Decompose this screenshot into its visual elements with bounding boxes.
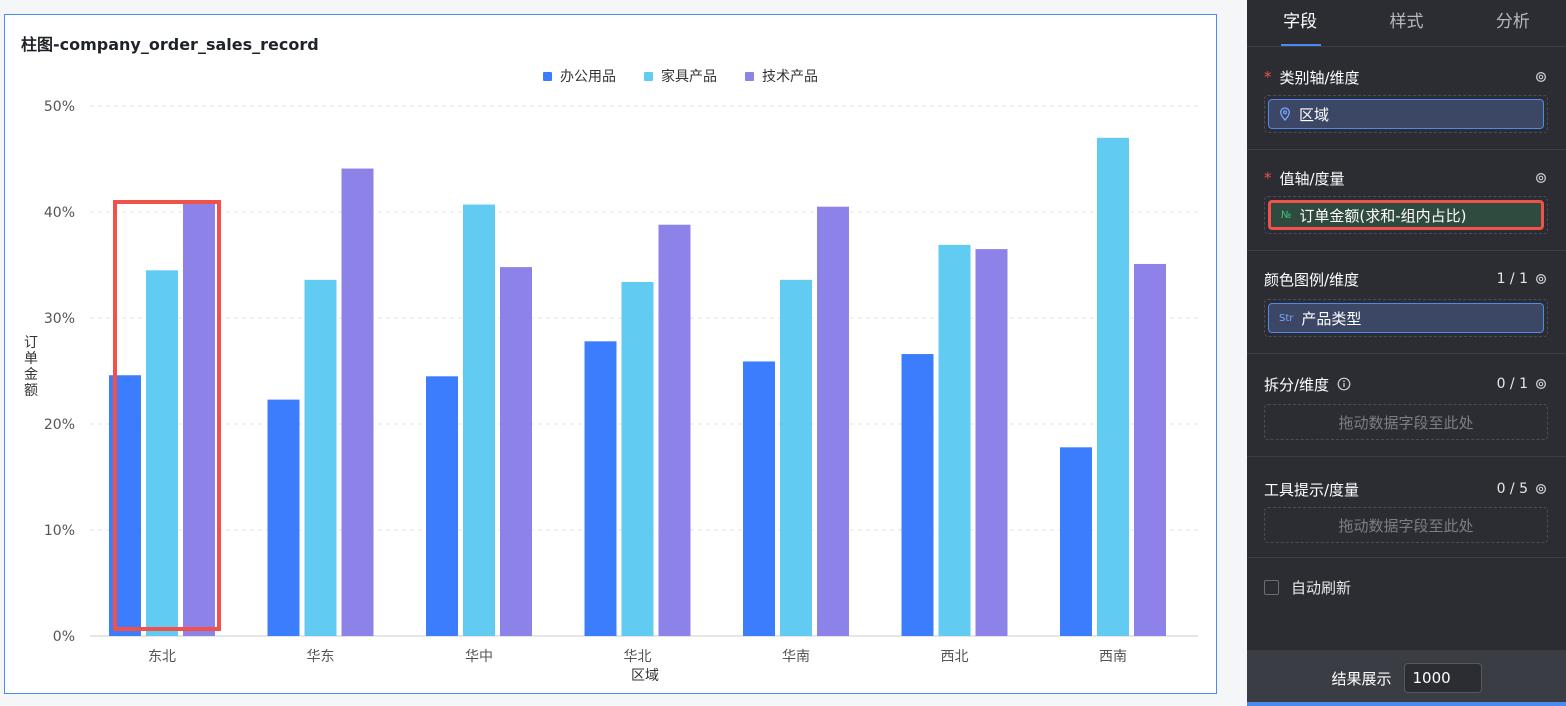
category-axis-title: 类别轴/维度 — [1279, 68, 1360, 87]
tab-style[interactable]: 样式 — [1389, 12, 1424, 32]
x-tick-label: 西南 — [1099, 649, 1127, 665]
chart-title: 柱图-company_order_sales_record — [21, 35, 319, 54]
bar-华南-办公用品 — [743, 361, 775, 636]
bar-华中-办公用品 — [426, 376, 458, 636]
legend-item[interactable]: 家具产品 — [644, 66, 717, 86]
tooltip-section: 工具提示/度量 0 / 5 拖动数据字段至此处 — [1247, 457, 1566, 558]
auto-refresh-label: 自动刷新 — [1291, 578, 1352, 597]
footer-accent-bar — [1247, 702, 1566, 706]
legend-swatch — [745, 71, 754, 81]
bar-华南-技术产品 — [817, 206, 849, 636]
x-tick-label: 华东 — [307, 649, 335, 665]
legend-item[interactable]: 技术产品 — [745, 66, 818, 86]
tooltip-title: 工具提示/度量 — [1264, 480, 1360, 499]
bar-华东-技术产品 — [341, 168, 374, 637]
y-tick-label: 50% — [44, 99, 75, 115]
x-tick-label: 华北 — [624, 649, 652, 665]
split-drop-slot[interactable]: 拖动数据字段至此处 — [1264, 404, 1548, 440]
string-type-icon: Str — [1279, 312, 1294, 324]
bar-华北-技术产品 — [658, 224, 691, 636]
value-axis-title: 值轴/度量 — [1279, 169, 1345, 188]
location-pin-icon — [1280, 107, 1290, 121]
tab-analysis[interactable]: 分析 — [1495, 12, 1530, 32]
category-field-label: 区域 — [1299, 105, 1330, 124]
tooltip-count: 0 / 5 — [1496, 481, 1528, 497]
x-tick-label: 华南 — [782, 649, 810, 665]
active-tab-underline — [1281, 44, 1321, 46]
x-tick-label: 东北 — [148, 649, 176, 665]
bar-华南-家具产品 — [780, 279, 812, 636]
x-tick-label: 西北 — [941, 649, 969, 665]
color-legend-section: 颜色图例/维度 1 / 1 Str 产品类型 — [1247, 251, 1566, 354]
bar-华东-办公用品 — [267, 399, 300, 636]
color-legend-title: 颜色图例/维度 — [1264, 270, 1360, 289]
x-tick-label: 华中 — [465, 649, 493, 665]
value-axis-slot[interactable]: № 订单金额(求和-组内占比) — [1264, 196, 1548, 234]
info-icon[interactable] — [1337, 377, 1351, 391]
color-legend-count: 1 / 1 — [1496, 271, 1528, 287]
gear-icon[interactable] — [1534, 377, 1548, 391]
result-footer: 结果展示 — [1247, 650, 1566, 706]
highlight-box-dongbei — [113, 200, 221, 631]
legend-label: 办公用品 — [560, 69, 616, 85]
tab-fields[interactable]: 字段 — [1283, 12, 1318, 32]
y-tick-label: 10% — [44, 523, 75, 539]
chart-legend: 办公用品 家具产品 技术产品 — [5, 66, 1216, 86]
bar-西北-技术产品 — [975, 249, 1008, 636]
legend-label: 技术产品 — [762, 69, 818, 85]
gear-icon[interactable] — [1534, 171, 1548, 185]
chart-card: 柱图-company_order_sales_record 办公用品 家具产品 技术… — [4, 14, 1217, 694]
bar-西北-办公用品 — [901, 354, 934, 636]
auto-refresh-row: 自动刷新 — [1247, 566, 1566, 608]
y-tick-label: 40% — [44, 205, 75, 221]
bar-东北-家具产品 — [146, 270, 178, 636]
value-field-label: 订单金额(求和-组内占比) — [1299, 206, 1467, 225]
y-axis-label: 订单金额 — [24, 335, 38, 399]
required-mark: * — [1264, 68, 1272, 86]
legend-item[interactable]: 办公用品 — [543, 66, 616, 86]
y-tick-label: 0% — [53, 629, 75, 645]
gear-icon[interactable] — [1534, 272, 1548, 286]
bar-华北-办公用品 — [584, 341, 617, 636]
value-field-pill[interactable]: № 订单金额(求和-组内占比) — [1268, 200, 1544, 230]
auto-refresh-checkbox[interactable] — [1264, 579, 1279, 595]
bar-西南-家具产品 — [1097, 137, 1129, 637]
color-field-pill[interactable]: Str 产品类型 — [1268, 303, 1544, 333]
required-mark: * — [1264, 169, 1272, 187]
gear-icon[interactable] — [1534, 70, 1548, 84]
split-title: 拆分/维度 — [1264, 375, 1330, 394]
category-axis-slot[interactable]: 区域 — [1264, 95, 1548, 133]
bar-chart-plot: 0% 10% 20% 30% 40% 50% 东北 华东 华中 华北 华南 西北 西南 — [44, 99, 1198, 665]
bar-西北-家具产品 — [938, 244, 971, 637]
color-legend-slot[interactable]: Str 产品类型 — [1264, 299, 1548, 337]
panel-tabs: 字段 样式 分析 — [1247, 0, 1566, 47]
split-count: 0 / 1 — [1496, 376, 1528, 392]
bar-华东-家具产品 — [304, 279, 337, 636]
result-limit-input[interactable] — [1403, 663, 1482, 693]
y-tick-label: 20% — [44, 417, 75, 433]
bar-西南-办公用品 — [1060, 447, 1092, 636]
field-config-panel: 字段 样式 分析 * 类别轴/维度 区域 * 值轴/度量 № 订单金额(求和-组… — [1247, 0, 1566, 706]
bar-华北-家具产品 — [621, 281, 654, 636]
bar-西南-技术产品 — [1134, 263, 1166, 636]
x-axis-label: 区域 — [631, 668, 659, 684]
split-section: 拆分/维度 0 / 1 拖动数据字段至此处 — [1247, 354, 1566, 457]
value-axis-section: * 值轴/度量 № 订单金额(求和-组内占比) — [1247, 150, 1566, 251]
bar-华中-技术产品 — [500, 267, 532, 636]
legend-swatch — [644, 71, 653, 81]
tooltip-drop-slot[interactable]: 拖动数据字段至此处 — [1264, 507, 1548, 543]
result-label: 结果展示 — [1331, 669, 1392, 688]
category-axis-section: * 类别轴/维度 区域 — [1247, 47, 1566, 150]
y-tick-label: 30% — [44, 311, 75, 327]
category-field-pill[interactable]: 区域 — [1268, 99, 1544, 129]
legend-swatch — [543, 71, 552, 81]
legend-label: 家具产品 — [661, 69, 717, 85]
number-type-icon: № — [1281, 209, 1292, 221]
bar-东北-技术产品 — [183, 202, 215, 636]
gear-icon[interactable] — [1534, 482, 1548, 496]
color-field-label: 产品类型 — [1301, 309, 1362, 328]
bar-华中-家具产品 — [463, 204, 495, 636]
